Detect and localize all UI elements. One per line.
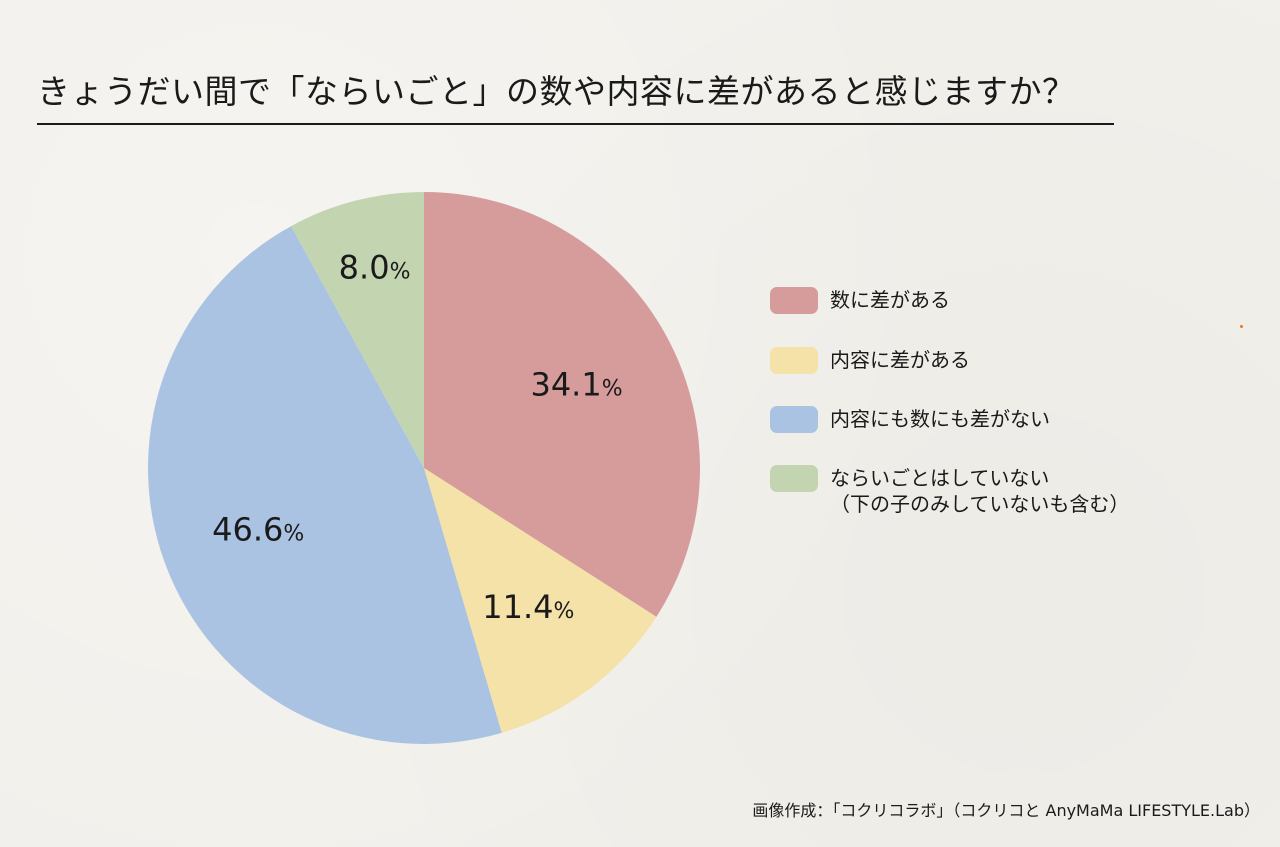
legend-item-2: 内容にも数にも差がない bbox=[770, 406, 1050, 433]
decorative-speck bbox=[1240, 325, 1243, 328]
legend-label-2: 内容にも数にも差がない bbox=[830, 407, 1050, 431]
legend-label-0: 数に差がある bbox=[830, 288, 950, 312]
legend-label-1: 内容に差がある bbox=[830, 348, 970, 372]
legend-swatch-1 bbox=[770, 347, 818, 374]
pie-value-unit-3: % bbox=[390, 259, 411, 284]
legend-label-3-main: ならいごとはしていない bbox=[830, 466, 1050, 490]
pie-value-unit-0: % bbox=[602, 377, 623, 402]
legend-label-3-sub: （下の子のみしていないも含む） bbox=[830, 492, 1130, 516]
pie-value-number-1: 11.4 bbox=[482, 588, 553, 626]
legend-label-3: ならいごとはしていない （下の子のみしていないも含む） bbox=[830, 465, 1129, 517]
pie-value-number-2: 46.6 bbox=[212, 510, 283, 548]
pie-value-label-2: 46.6% bbox=[212, 510, 304, 548]
pie-value-unit-2: % bbox=[283, 521, 304, 546]
pie-value-unit-1: % bbox=[553, 599, 574, 624]
legend-swatch-0 bbox=[770, 287, 818, 314]
pie-slice-2 bbox=[148, 226, 502, 744]
pie-value-label-0: 34.1% bbox=[530, 366, 622, 404]
title-underline bbox=[37, 123, 1114, 125]
legend-item-3: ならいごとはしていない （下の子のみしていないも含む） bbox=[770, 465, 1129, 517]
chart-title: きょうだい間で「ならいごと」の数や内容に差があると感じますか？ bbox=[37, 72, 1076, 111]
image-credit: 画像作成：「コクリコラボ」（コクリコと AnyMaMa LIFESTYLE.La… bbox=[752, 801, 1260, 820]
pie-value-number-0: 34.1 bbox=[530, 366, 601, 404]
legend-item-0: 数に差がある bbox=[770, 287, 950, 314]
legend-swatch-2 bbox=[770, 406, 818, 433]
pie-value-label-3: 8.0% bbox=[339, 248, 411, 286]
legend-item-1: 内容に差がある bbox=[770, 347, 970, 374]
pie-slice-1 bbox=[424, 468, 657, 733]
pie-slice-0 bbox=[424, 192, 700, 617]
pie-value-label-1: 11.4% bbox=[482, 588, 574, 626]
pie-value-number-3: 8.0 bbox=[339, 248, 390, 286]
pie-slice-3 bbox=[291, 192, 424, 468]
legend-swatch-3 bbox=[770, 465, 818, 492]
